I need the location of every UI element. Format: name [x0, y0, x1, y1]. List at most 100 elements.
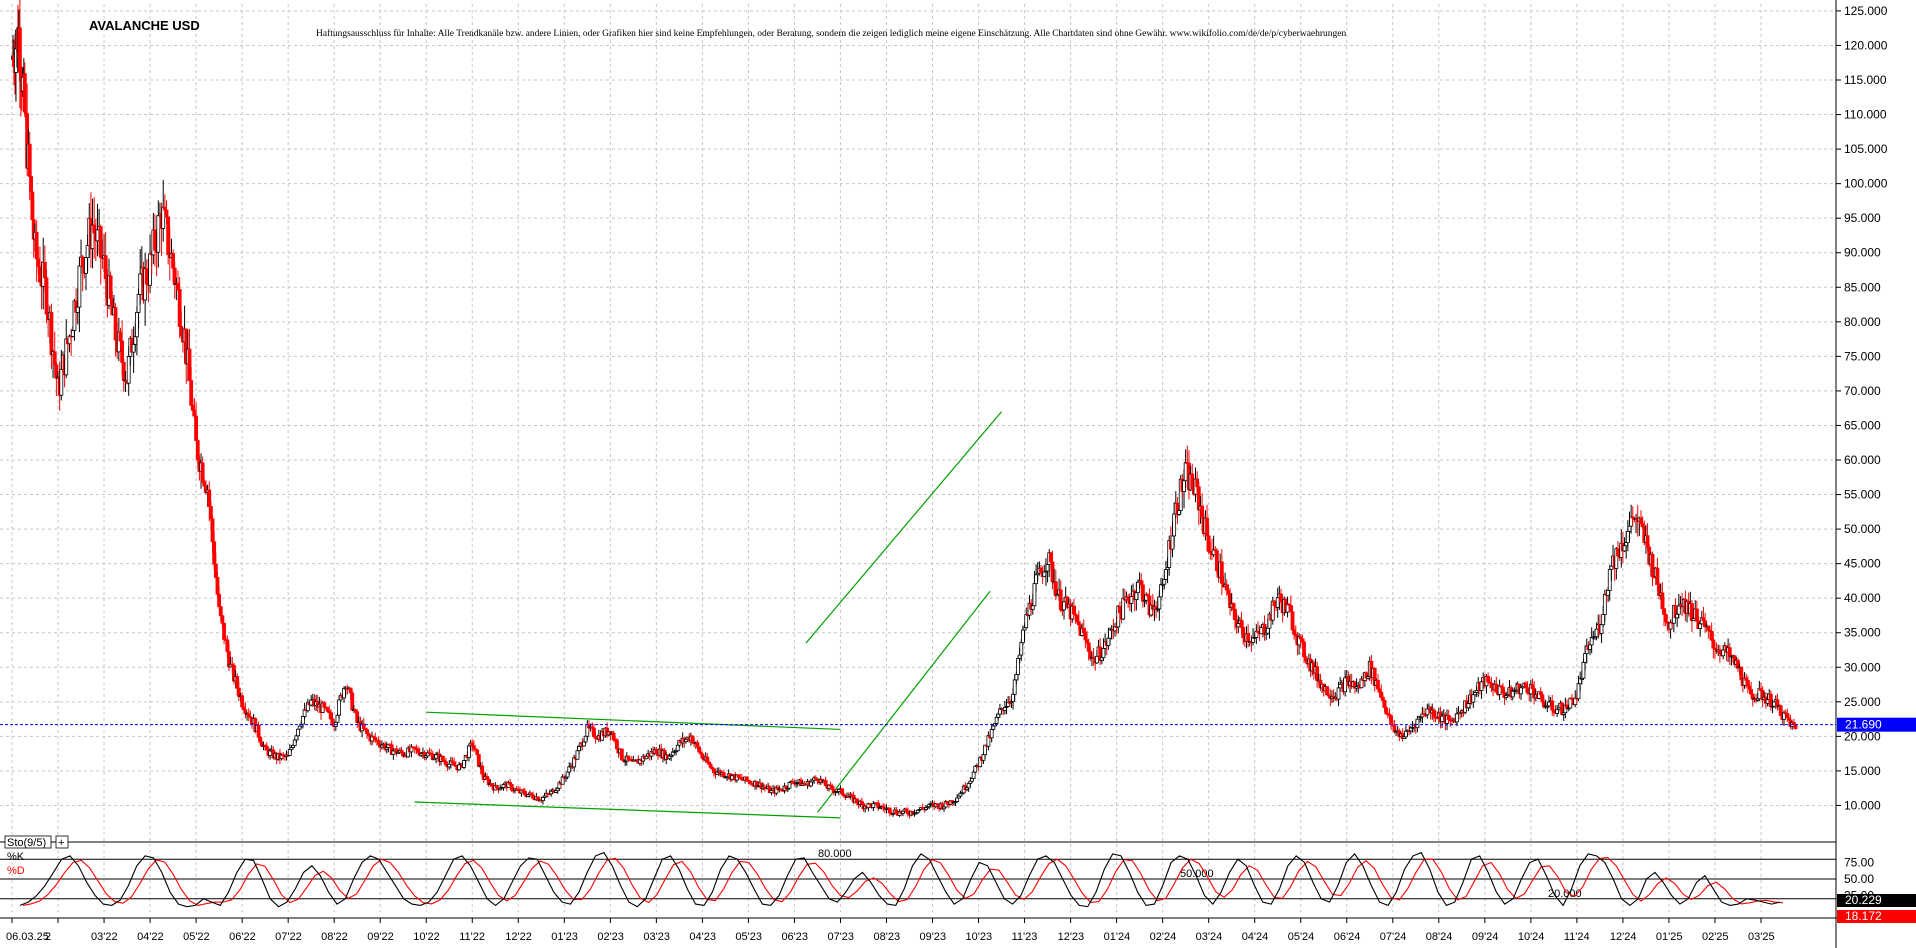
candle-body — [1660, 592, 1665, 610]
candle-body — [1101, 647, 1106, 659]
stochastic-panel: 80.00050.00020.00075.0050.0025.00Sto(9/5… — [0, 835, 1916, 923]
candle-body — [190, 404, 195, 411]
candle-body — [1749, 689, 1754, 695]
candle-body — [1676, 605, 1681, 615]
candle-body — [416, 748, 420, 753]
candle-body — [1382, 700, 1387, 709]
time-tick-label: 02'24 — [1150, 931, 1177, 943]
candle-body — [1778, 705, 1783, 716]
candle-body — [1538, 691, 1543, 696]
time-tick-label: 12'24 — [1610, 931, 1637, 943]
candle-body — [690, 735, 695, 744]
candle-body — [619, 748, 624, 761]
time-tick-label: 09'23 — [920, 931, 947, 943]
candle-body — [1019, 642, 1024, 656]
candle-body — [1071, 605, 1076, 615]
candle-body — [472, 745, 476, 750]
candle-body — [1530, 684, 1535, 689]
candle-body — [744, 776, 749, 781]
candle-body — [490, 783, 494, 787]
candle-body — [1108, 629, 1112, 639]
time-tick-label: 08'22 — [321, 931, 348, 943]
candle-body — [615, 739, 619, 750]
candle-body — [1275, 597, 1280, 608]
time-tick-label: 01'25 — [1656, 931, 1683, 943]
candle-body — [991, 725, 996, 730]
candle-body — [1555, 709, 1560, 714]
d-value-label: 18.172 — [1845, 909, 1882, 923]
candle-body — [989, 728, 994, 739]
candle-body — [38, 266, 42, 283]
candle-body — [1609, 565, 1614, 570]
candle-body — [1650, 553, 1655, 578]
time-tick-label: 07'23 — [827, 931, 854, 943]
candle-body — [296, 728, 300, 737]
candle-body — [1300, 638, 1305, 643]
time-tick-label: 03'23 — [643, 931, 670, 943]
candle-body — [1479, 681, 1484, 692]
candle-body — [42, 261, 47, 279]
k-value-label: 20.229 — [1845, 893, 1882, 907]
candle-body — [138, 273, 143, 295]
candle-body — [126, 355, 131, 384]
candle-body — [1157, 596, 1162, 610]
time-tick-label: 12'22 — [505, 931, 532, 943]
time-tick-label: 06'22 — [229, 931, 256, 943]
candle-body — [192, 409, 197, 417]
price-tick-label: 55.000 — [1844, 488, 1881, 502]
time-tick-label: 07'22 — [275, 931, 302, 943]
price-tick-label: 85.000 — [1844, 280, 1881, 294]
candle-body — [118, 331, 123, 342]
candle-body — [1206, 535, 1211, 552]
candle-body — [808, 781, 813, 787]
candle-body — [98, 226, 103, 258]
candle-body — [1415, 718, 1420, 729]
indicator-settings-icon[interactable] — [55, 835, 69, 849]
price-tick-label: 100.000 — [1844, 177, 1888, 191]
candle-body — [1727, 647, 1732, 657]
candle-body — [337, 699, 342, 716]
candle-body — [287, 749, 292, 756]
candle-body — [301, 716, 305, 725]
d-value-badge — [1837, 910, 1916, 923]
candle-body — [1170, 535, 1175, 550]
candle-body — [711, 768, 716, 773]
candle-body — [485, 776, 489, 780]
candle-body — [966, 782, 971, 789]
candle-body — [582, 741, 586, 747]
candle-body — [309, 699, 314, 706]
time-tick-label: 03'22 — [91, 931, 118, 943]
candle-body — [1494, 683, 1499, 693]
stochastic-d-line — [22, 856, 1784, 906]
candle-body — [1024, 614, 1029, 629]
d-legend: %D — [7, 865, 25, 877]
price-tick-label: 25.000 — [1844, 695, 1881, 709]
stochastic-tick-label: 50.00 — [1844, 872, 1874, 886]
candle-body — [207, 489, 212, 507]
candle-body — [1014, 674, 1019, 681]
candle-body — [1431, 709, 1436, 718]
candle-body — [1602, 593, 1607, 615]
candle-body — [208, 506, 213, 520]
candle-body — [391, 750, 396, 755]
candle-body — [1599, 624, 1604, 634]
candle-body — [1486, 676, 1491, 683]
candle-body — [1177, 510, 1181, 515]
candle-body — [1012, 679, 1017, 695]
candle-body — [1224, 584, 1229, 591]
candle-body — [172, 267, 177, 286]
candle-body — [996, 713, 1001, 718]
candle-body — [1501, 686, 1505, 694]
time-tick-label: 06.03.25 — [6, 931, 49, 943]
stochastic-k-line — [19, 851, 1781, 908]
candle-body — [1050, 561, 1055, 583]
price-tick-label: 90.000 — [1844, 246, 1881, 260]
candle-body — [1136, 581, 1140, 594]
candle-body — [973, 765, 978, 773]
candle-body — [1627, 525, 1632, 532]
candle-body — [1655, 567, 1660, 585]
k-value-badge — [1837, 894, 1916, 907]
indicator-label-box — [4, 835, 52, 849]
time-tick-label: 10'23 — [966, 931, 993, 943]
candle-body — [447, 763, 452, 768]
